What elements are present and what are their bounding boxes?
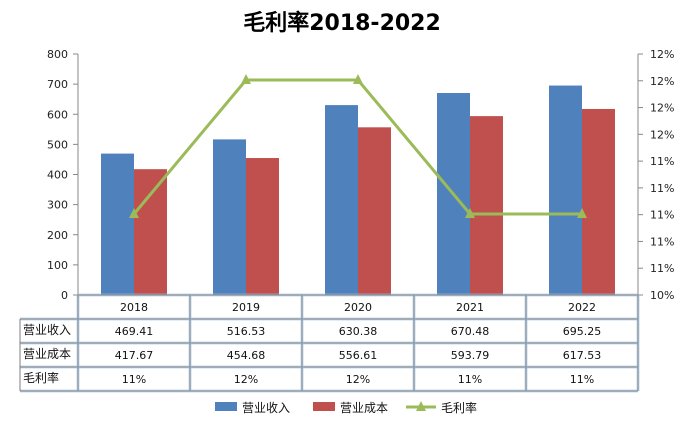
- data-label: 417.67: [115, 349, 154, 362]
- data-label: 617.53: [563, 349, 602, 362]
- bar-cost: [470, 116, 503, 296]
- x-tick-label: 2019: [232, 301, 260, 314]
- x-tick-label: 2020: [344, 301, 372, 314]
- right-tick-label: 12%: [650, 75, 674, 88]
- right-tick-label: 11%: [650, 262, 674, 275]
- data-label: 630.38: [339, 325, 378, 338]
- right-tick-label: 12%: [650, 128, 674, 141]
- legend-marker: [416, 401, 426, 411]
- legend-label: 营业成本: [340, 401, 388, 415]
- left-tick-label: 100: [47, 259, 68, 272]
- table-row-label: 营业成本: [23, 347, 71, 361]
- left-tick-label: 300: [47, 199, 68, 212]
- data-label: 12%: [234, 373, 258, 386]
- chart-title: 毛利率2018-2022: [243, 10, 441, 36]
- data-label: 11%: [122, 373, 146, 386]
- data-label: 670.48: [451, 325, 490, 338]
- bar-revenue: [325, 105, 358, 295]
- left-axis: 0 100 200 300 400 500 600 700 800: [47, 48, 78, 302]
- legend: 营业收入 营业成本 毛利率: [215, 400, 477, 415]
- data-label: 454.68: [227, 349, 266, 362]
- margin-point: [353, 74, 363, 84]
- x-tick-label: 2018: [120, 301, 148, 314]
- bar-revenue: [213, 139, 246, 295]
- table-row-label: 营业收入: [23, 323, 71, 337]
- table-row-label: 毛利率: [23, 370, 59, 385]
- data-label: 556.61: [339, 349, 378, 362]
- margin-point: [129, 208, 139, 218]
- bar-cost: [358, 127, 391, 296]
- x-tick-label: 2022: [568, 301, 596, 314]
- legend-label: 营业收入: [242, 401, 290, 415]
- margin-point: [577, 208, 587, 218]
- data-label: 11%: [570, 373, 594, 386]
- legend-label: 毛利率: [441, 400, 477, 415]
- margin-point: [241, 74, 251, 84]
- right-tick-label: 12%: [650, 102, 674, 115]
- left-tick-label: 800: [47, 48, 68, 61]
- data-label: 11%: [458, 373, 482, 386]
- left-tick-label: 600: [47, 108, 68, 121]
- margin-line: [129, 74, 587, 218]
- bar-cost: [246, 158, 279, 295]
- right-tick-label: 11%: [650, 209, 674, 222]
- right-tick-label: 11%: [650, 235, 674, 248]
- data-label: 469.41: [115, 325, 154, 338]
- right-tick-label: 11%: [650, 182, 674, 195]
- data-label: 12%: [346, 373, 370, 386]
- right-tick-label: 11%: [650, 155, 674, 168]
- x-tick-label: 2021: [456, 301, 484, 314]
- bars: [101, 85, 615, 296]
- left-tick-label: 700: [47, 78, 68, 91]
- bar-cost: [134, 169, 167, 295]
- data-label: 593.79: [451, 349, 490, 362]
- data-table: 2018 2019 2020 2021 2022 营业收入 469.41 516.53 630.…: [19, 293, 640, 393]
- bar-cost: [582, 108, 615, 295]
- legend-swatch: [215, 402, 237, 411]
- legend-swatch: [313, 402, 335, 411]
- right-tick-label: 12%: [650, 48, 674, 61]
- margin-point: [465, 208, 475, 218]
- data-label: 695.25: [563, 325, 602, 338]
- left-tick-label: 500: [47, 138, 68, 151]
- bar-revenue: [101, 153, 134, 295]
- left-tick-label: 400: [47, 169, 68, 182]
- data-label: 516.53: [227, 325, 266, 338]
- left-tick-label: 0: [61, 289, 68, 302]
- bar-revenue: [549, 85, 582, 295]
- left-tick-label: 200: [47, 229, 68, 242]
- right-tick-label: 10%: [650, 289, 674, 302]
- right-axis: 10% 11% 11% 11% 11% 11% 12% 12% 12% 12%: [638, 48, 674, 302]
